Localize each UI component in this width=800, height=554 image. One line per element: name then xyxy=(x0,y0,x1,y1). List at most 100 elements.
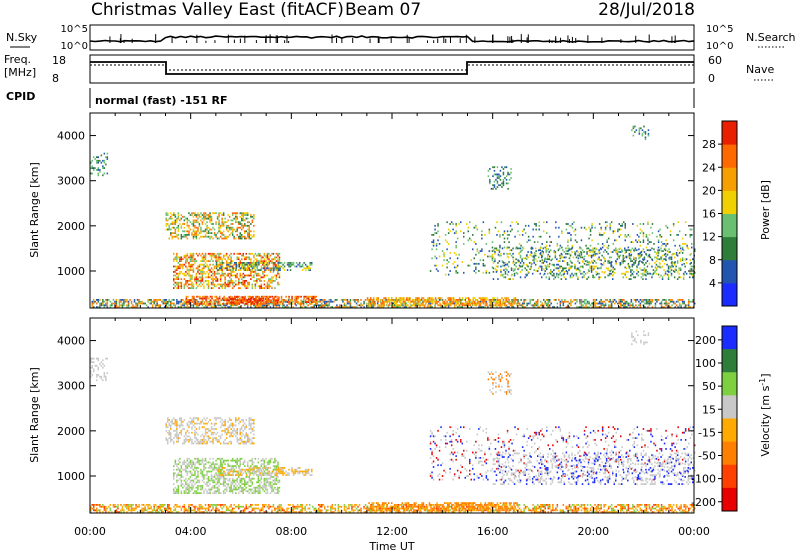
scatter-cell xyxy=(242,280,244,282)
scatter-cell xyxy=(403,297,405,299)
scatter-cell xyxy=(191,263,193,266)
scatter-cell xyxy=(603,304,605,307)
scatter-cell xyxy=(490,306,492,308)
scatter-cell xyxy=(507,187,509,190)
scatter-cell xyxy=(639,299,642,301)
scatter-cell xyxy=(368,300,370,303)
scatter-cell xyxy=(185,280,187,282)
scatter-cell xyxy=(153,300,155,303)
scatter-cell xyxy=(239,301,241,304)
scatter-cell xyxy=(227,299,230,302)
scatter-cell xyxy=(315,295,317,298)
scatter-cell xyxy=(206,235,208,238)
scatter-cell xyxy=(538,249,540,252)
scatter-cell xyxy=(441,264,444,267)
scatter-cell xyxy=(392,304,394,307)
scatter-cell xyxy=(238,235,240,238)
scatter-cell xyxy=(453,306,456,308)
scatter-cell xyxy=(210,278,213,280)
scatter-cell xyxy=(624,235,626,238)
scatter-cell xyxy=(544,260,546,262)
scatter-cell xyxy=(540,235,542,238)
scatter-cell xyxy=(247,269,249,271)
scatter-cell xyxy=(216,304,219,307)
scatter-cell xyxy=(416,299,419,301)
scatter-cell xyxy=(245,237,247,240)
scatter-cell xyxy=(616,252,618,255)
scatter-cell xyxy=(216,217,219,220)
scatter-cell xyxy=(217,265,219,268)
scatter-cell xyxy=(171,217,173,220)
scatter-cell xyxy=(595,252,597,255)
scatter-cell xyxy=(634,125,636,128)
scatter-cell xyxy=(330,306,332,308)
scatter-cell xyxy=(600,234,602,236)
scatter-cell xyxy=(553,269,555,271)
scatter-cell xyxy=(197,234,199,236)
scatter-cell xyxy=(93,507,95,510)
scatter-cell xyxy=(251,509,254,512)
scatter-cell xyxy=(431,234,433,236)
scatter-cell xyxy=(209,263,211,266)
scatter-cell xyxy=(212,226,214,229)
scatter-cell xyxy=(188,234,190,236)
scatter-cell xyxy=(641,132,644,135)
scatter-cell xyxy=(647,223,649,225)
scatter-cell xyxy=(428,300,431,303)
scatter-cell xyxy=(397,299,399,301)
scatter-cell xyxy=(282,267,284,270)
scatter-cell xyxy=(672,302,675,305)
scatter-cell xyxy=(606,224,608,227)
scatter-cell xyxy=(201,271,204,273)
scatter-cell xyxy=(692,258,694,261)
scatter-cell xyxy=(296,504,299,506)
scatter-cell xyxy=(231,228,234,231)
scatter-cell xyxy=(227,265,229,268)
scatter-cell xyxy=(645,235,648,238)
scatter-cell xyxy=(251,269,254,271)
scatter-cell xyxy=(475,253,477,256)
scatter-cell xyxy=(269,296,271,299)
scatter-cell xyxy=(475,266,477,269)
scatter-cell xyxy=(195,214,198,216)
scatter-cell xyxy=(667,271,670,273)
scatter-cell xyxy=(339,505,341,508)
scatter-cell xyxy=(300,265,302,268)
scatter-cell xyxy=(182,215,184,218)
scatter-cell xyxy=(176,267,178,270)
scatter-cell xyxy=(595,262,597,264)
scatter-cell xyxy=(263,260,266,262)
scatter-cell xyxy=(646,272,649,275)
scatter-cell xyxy=(678,304,681,307)
scatter-cell xyxy=(637,252,640,255)
scatter-cell xyxy=(319,509,321,512)
scatter-cell xyxy=(210,283,213,286)
scatter-cell xyxy=(230,232,232,234)
scatter-cell xyxy=(659,234,661,236)
scatter-cell xyxy=(666,263,668,266)
scatter-cell xyxy=(455,270,457,272)
scatter-cell xyxy=(336,299,338,301)
scatter-cell xyxy=(560,274,563,277)
scatter-cell xyxy=(452,300,454,303)
scatter-cell xyxy=(484,306,486,308)
scatter-cell xyxy=(221,214,223,216)
scatter-cell xyxy=(247,287,249,289)
scatter-cell xyxy=(278,298,280,300)
scatter-cell xyxy=(337,511,340,513)
scatter-cell xyxy=(349,306,352,308)
scatter-cell xyxy=(677,306,679,308)
scatter-cell xyxy=(176,221,178,224)
scatter-cell xyxy=(218,301,221,303)
scatter-cell xyxy=(446,241,448,243)
scatter-cell xyxy=(241,254,243,257)
scatter-cell xyxy=(212,223,214,225)
scatter-cell xyxy=(254,304,257,307)
scatter-cell xyxy=(615,249,617,252)
scatter-cell xyxy=(209,254,211,257)
scatter-cell xyxy=(556,244,559,247)
scatter-cell xyxy=(255,299,257,302)
scatter-cell xyxy=(544,246,546,249)
scatter-cell xyxy=(120,509,122,512)
scatter-cell xyxy=(645,300,648,303)
